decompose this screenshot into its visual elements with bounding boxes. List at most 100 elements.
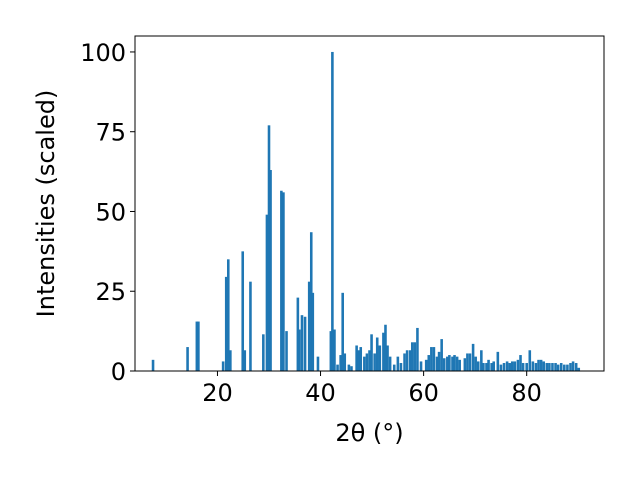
bar (413, 342, 417, 371)
bar (359, 347, 363, 371)
bar (343, 353, 347, 371)
bar (350, 366, 353, 371)
bar (285, 331, 288, 371)
bar (502, 363, 506, 371)
bar (455, 356, 459, 371)
bar (487, 359, 490, 371)
y-tick-label: 25 (95, 278, 126, 306)
bar (296, 297, 300, 371)
bar (531, 361, 535, 371)
bar (435, 356, 439, 371)
bar (410, 342, 414, 371)
bar (333, 329, 336, 371)
x-tick-label: 40 (305, 379, 336, 407)
bar (525, 363, 528, 371)
bar (521, 363, 525, 371)
bar (490, 363, 493, 371)
bar (265, 214, 269, 371)
bar (307, 281, 311, 371)
bar (448, 355, 451, 371)
y-tick-label: 100 (80, 39, 126, 67)
bar (471, 343, 475, 371)
bar (363, 356, 366, 371)
bar (416, 327, 419, 371)
bar (432, 347, 436, 371)
bar (574, 363, 578, 371)
bar (437, 351, 441, 371)
bar (466, 353, 469, 371)
bar (474, 356, 477, 371)
bar (269, 170, 272, 371)
bar (316, 356, 320, 371)
bar (229, 350, 232, 371)
bar (267, 125, 271, 371)
bar (508, 363, 511, 371)
y-tick-label: 0 (111, 358, 126, 386)
bar (243, 350, 247, 371)
bar (300, 315, 304, 371)
bar (440, 339, 443, 371)
bar (355, 345, 358, 371)
bar (331, 51, 334, 371)
bar (347, 364, 351, 371)
bar (365, 353, 369, 371)
bar (329, 331, 333, 371)
bar (298, 329, 301, 371)
bar (482, 363, 485, 371)
bar (227, 259, 230, 371)
bar (241, 251, 245, 371)
bar (476, 361, 480, 371)
bar (249, 281, 252, 371)
bar (303, 316, 307, 371)
bar (554, 363, 557, 371)
bar (453, 355, 456, 371)
bar (368, 350, 371, 371)
bar (571, 361, 575, 371)
y-axis-ticks: 0 25 50 75 100 (80, 39, 135, 386)
bar (548, 363, 551, 371)
plot-frame (134, 35, 605, 372)
bar (551, 363, 554, 371)
bar (336, 364, 339, 371)
bar (542, 361, 545, 371)
bar (309, 232, 313, 371)
bar (451, 356, 454, 371)
bar (480, 350, 483, 371)
bar (186, 347, 189, 371)
bar (539, 359, 543, 371)
bar (458, 359, 461, 371)
bar (519, 355, 522, 371)
bar (577, 367, 581, 371)
bar (280, 190, 283, 371)
bar (221, 361, 225, 371)
bar (499, 364, 503, 371)
bar (513, 361, 517, 371)
bar (485, 363, 488, 371)
bar (311, 292, 315, 371)
bar (382, 332, 385, 371)
bar (492, 361, 495, 371)
bar (392, 364, 396, 371)
bar (563, 364, 566, 371)
x-axis-label: 2θ (°) (335, 419, 403, 447)
bar (446, 356, 449, 371)
bar (357, 350, 360, 371)
bar (195, 321, 199, 371)
bar (545, 363, 549, 371)
y-tick-label: 50 (95, 198, 126, 226)
bar (534, 363, 538, 371)
bar (151, 359, 155, 371)
bar (468, 353, 472, 371)
bar (370, 334, 373, 371)
y-axis-label: Intensities (scaled) (32, 90, 60, 318)
x-axis-ticks: 20 40 60 80 (202, 371, 542, 407)
bars-group (151, 51, 581, 371)
bar (516, 359, 520, 371)
bar (375, 337, 379, 371)
bar (528, 350, 532, 371)
bar (341, 292, 344, 371)
bar (339, 355, 342, 371)
bar (403, 353, 406, 371)
bar (430, 347, 433, 371)
